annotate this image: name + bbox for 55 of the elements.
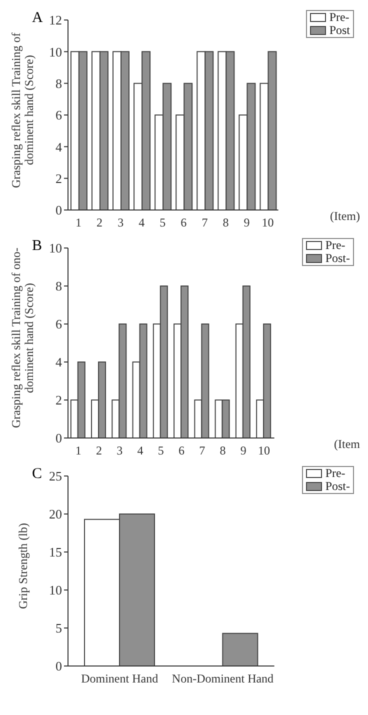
y-tick-label: 25	[49, 468, 62, 484]
y-tick-label: 2	[56, 170, 62, 186]
y-tick-label: 6	[56, 108, 62, 123]
y-tick-label: 0	[56, 658, 62, 674]
x-axis-title: (Item)	[330, 209, 360, 224]
y-tick-label: 15	[49, 544, 62, 560]
x-tick-label: 6	[180, 216, 187, 230]
y-tick-label: 10	[49, 582, 62, 598]
x-axis-title: (Item	[334, 437, 360, 452]
x-tick-label: 1	[76, 216, 82, 230]
x-tick-label: 10	[262, 216, 274, 230]
chart-title: A	[32, 10, 43, 27]
x-tick-label: 7	[202, 216, 208, 230]
x-tick-label: 9	[240, 444, 246, 458]
x-tick-label: 5	[158, 444, 164, 458]
y-tick-label: 8	[56, 76, 62, 91]
y-tick-label: 6	[56, 316, 62, 332]
y-tick-label: 4	[56, 139, 62, 154]
legend-label: Pre-	[329, 10, 350, 24]
legend-label: Post-	[325, 251, 350, 265]
x-tick-label: 1	[75, 444, 82, 458]
x-tick-label: 3	[118, 216, 124, 230]
bar	[222, 632, 258, 666]
y-tick-label: 10	[49, 240, 62, 256]
y-tick-label: 4	[56, 354, 62, 370]
x-tick-label: 4	[137, 444, 144, 458]
legend-label: Post-	[325, 479, 350, 493]
y-tick-label: 0	[56, 430, 62, 446]
x-tick-label: 6	[178, 444, 184, 458]
y-tick-label: 2	[56, 392, 62, 408]
x-tick-label: 9	[244, 216, 250, 230]
x-tick-label: 8	[220, 444, 226, 458]
legend-label: Pre-	[325, 466, 346, 480]
x-tick-label: Non-Dominent Hand	[172, 672, 274, 686]
x-tick-label: Dominent Hand	[81, 672, 158, 686]
y-tick-label: 5	[56, 620, 62, 636]
x-tick-label: 2	[96, 216, 103, 230]
y-axis-title: Grip Strength (lb)	[16, 523, 30, 609]
legend-label: Pre-	[325, 238, 346, 252]
x-tick-label: 8	[222, 216, 229, 230]
x-tick-label: 2	[96, 444, 102, 458]
y-tick-label: 12	[49, 12, 62, 28]
chart-title: C	[32, 466, 42, 483]
x-tick-label: 10	[258, 444, 270, 458]
x-tick-label: 4	[138, 216, 145, 230]
y-axis-title: Grasping reflex skill Training of dominent hand (Score)	[9, 32, 36, 188]
x-tick-label: 7	[199, 444, 206, 458]
x-tick-label: 3	[116, 444, 123, 458]
x-tick-label: 5	[160, 216, 166, 230]
y-tick-label: 20	[49, 506, 62, 522]
y-tick-label: 10	[49, 44, 62, 60]
y-tick-label: 0	[56, 202, 62, 218]
legend-label: Post	[329, 23, 350, 37]
y-tick-label: 8	[56, 278, 62, 294]
chart-title: B	[32, 238, 42, 255]
